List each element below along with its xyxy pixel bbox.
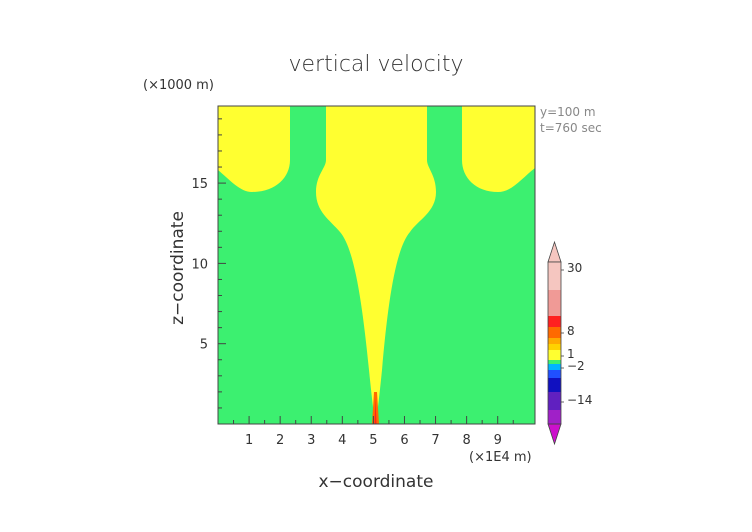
annotation-t: t=760 sec	[540, 121, 602, 135]
colorbar-label-30: 30	[567, 261, 582, 275]
colorbar-frame	[547, 261, 562, 425]
core-plume-center	[374, 398, 377, 424]
chart-title: vertical velocity	[288, 52, 463, 77]
x-tick-label: 1	[245, 433, 253, 448]
colorbar-segment	[548, 350, 561, 360]
plot-area	[217, 105, 536, 425]
x-tick-label: 8	[462, 433, 470, 448]
colorbar-segment	[548, 360, 561, 364]
x-tick-label: 4	[338, 433, 346, 448]
colorbar-segment	[548, 392, 561, 410]
colorbar-label-neg14: −14	[567, 393, 592, 407]
x-tick-label: 3	[307, 433, 315, 448]
y-tick-label: 15	[191, 177, 208, 192]
x-tick-label: 5	[369, 433, 377, 448]
annotation-y: y=100 m	[540, 105, 596, 119]
colorbar-top-arrow	[547, 240, 562, 263]
x-tick-label: 2	[276, 433, 284, 448]
colorbar-segment	[548, 327, 561, 338]
x-scale-label: (×1E4 m)	[469, 450, 532, 465]
colorbar-segment	[548, 316, 561, 327]
colorbar-segment	[548, 364, 561, 370]
x-tick-label: 6	[400, 433, 408, 448]
colorbar-segment	[548, 378, 561, 392]
x-tick-label: 9	[494, 433, 502, 448]
y-scale-label: (×1000 m)	[143, 78, 214, 93]
colorbar-segment	[548, 290, 561, 316]
colorbar-label-8: 8	[567, 324, 575, 338]
colorbar: 30 8 1 −2 −14	[547, 240, 592, 446]
x-axis-label: x−coordinate	[319, 472, 434, 492]
colorbar-segment	[548, 370, 561, 378]
updraft-region-right	[462, 106, 535, 192]
colorbar-label-neg2: −2	[567, 359, 585, 373]
x-ticks: 1 2 3 4 5 6 7 8 9	[233, 416, 514, 448]
updraft-region-left	[218, 106, 290, 192]
plot-frame	[217, 105, 536, 425]
y-tick-label: 5	[200, 338, 208, 353]
y-tick-label: 10	[191, 257, 208, 272]
colorbar-segment	[548, 344, 561, 350]
y-axis-label: z−coordinate	[168, 211, 188, 325]
x-tick-label: 7	[431, 433, 439, 448]
y-ticks: 5 10 15	[191, 118, 226, 409]
colorbar-segment	[548, 338, 561, 344]
updraft-region-center	[316, 106, 436, 424]
colorbar-segment	[548, 410, 561, 424]
colorbar-segment	[548, 262, 561, 290]
colorbar-label-1: 1	[567, 347, 575, 361]
colorbar-bottom-arrow	[547, 423, 562, 446]
